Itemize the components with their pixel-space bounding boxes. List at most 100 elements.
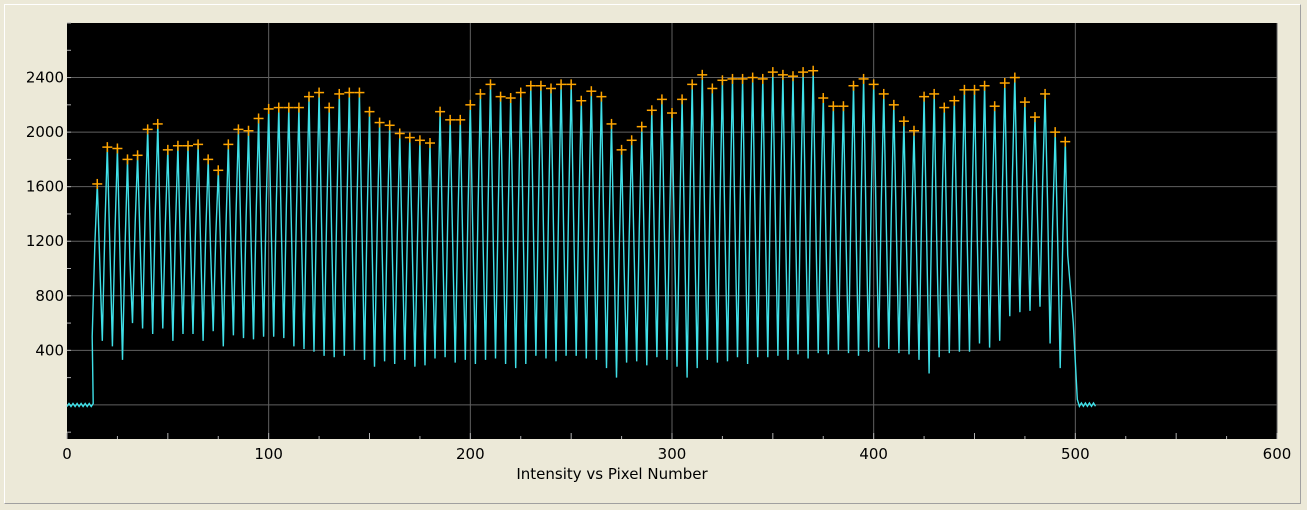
- peak-marker: [999, 78, 1010, 89]
- y-tick-label: 1600: [26, 178, 64, 196]
- tick-labels: 0 100 200 300 400 500 600 400 800 1200 1600 2000 240…: [26, 69, 1292, 463]
- peak-marker: [324, 102, 335, 113]
- chart-panel: 0 100 200 300 400 500 600 400 800 1200 1600 2000 240…: [4, 4, 1301, 504]
- peak-marker: [1030, 112, 1040, 123]
- peak-marker: [969, 84, 980, 95]
- peak-marker: [909, 125, 919, 136]
- peak-marker: [172, 140, 183, 151]
- peak-marker: [777, 69, 788, 80]
- peak-marker: [404, 132, 415, 143]
- peak-marker: [898, 116, 909, 127]
- peak-marker: [636, 121, 647, 132]
- peak-marker: [455, 114, 466, 125]
- peak-marker: [364, 106, 375, 117]
- peak-marker: [888, 99, 899, 110]
- peak-marker: [626, 135, 637, 146]
- x-tick-label: 500: [1061, 445, 1090, 463]
- peak-marker: [193, 139, 204, 150]
- peak-marker: [505, 93, 516, 104]
- peak-marker: [556, 79, 567, 90]
- peak-marker: [435, 106, 446, 117]
- peak-marker: [737, 73, 748, 84]
- peak-marker: [596, 91, 607, 102]
- x-tick-label: 100: [254, 445, 283, 463]
- peak-marker: [959, 84, 970, 95]
- peak-marker: [525, 80, 536, 91]
- peak-marker: [586, 86, 597, 97]
- minor-ticks: [66, 22, 1278, 439]
- peak-marker: [757, 73, 768, 84]
- peak-marker: [929, 88, 940, 99]
- peak-marker: [1009, 72, 1020, 83]
- peak-marker: [243, 125, 254, 136]
- peak-marker: [394, 128, 405, 139]
- series-layer: [66, 70, 1097, 409]
- peak-marker: [616, 144, 627, 155]
- peak-marker: [183, 140, 193, 151]
- peak-marker: [767, 67, 778, 78]
- x-tick-label: 200: [456, 445, 485, 463]
- peak-marker: [949, 95, 960, 106]
- peak-markers: [92, 65, 1071, 189]
- peak-marker: [677, 94, 688, 105]
- peak-marker: [465, 99, 476, 110]
- intensity-trace: [66, 70, 1097, 409]
- y-tick-label: 800: [35, 287, 64, 305]
- peak-marker: [334, 88, 345, 99]
- peak-marker: [1050, 127, 1061, 138]
- y-tick-label: 2400: [26, 69, 64, 87]
- y-tick-label: 2000: [26, 123, 64, 141]
- peak-marker: [273, 102, 284, 113]
- peak-marker: [989, 101, 1000, 112]
- peak-marker: [747, 72, 758, 83]
- peak-marker: [919, 91, 930, 102]
- peak-marker: [283, 102, 294, 113]
- peak-marker: [1040, 88, 1051, 99]
- peak-marker: [606, 118, 617, 129]
- y-tick-label: 1200: [26, 232, 64, 250]
- peak-marker: [979, 80, 990, 91]
- chart-svg: 0 100 200 300 400 500 600 400 800 1200 1600 2000 240…: [26, 22, 1292, 483]
- peak-marker: [546, 83, 556, 94]
- peak-marker: [667, 108, 677, 119]
- peak-marker: [102, 142, 113, 153]
- peak-marker: [445, 114, 456, 125]
- peak-marker: [707, 83, 718, 94]
- peak-marker: [414, 135, 425, 146]
- peak-marker: [687, 79, 698, 90]
- peak-marker: [233, 124, 244, 135]
- peak-marker: [384, 120, 395, 131]
- grid-layer: [67, 23, 1278, 439]
- peak-marker: [112, 143, 123, 154]
- peak-marker: [838, 101, 849, 112]
- peak-marker: [162, 144, 173, 155]
- peak-marker: [878, 88, 889, 99]
- peak-marker: [485, 79, 496, 90]
- y-tick-label: 400: [35, 341, 64, 359]
- peak-marker: [354, 87, 365, 98]
- peak-marker: [495, 91, 506, 102]
- peak-marker: [848, 80, 859, 91]
- peak-marker: [142, 124, 153, 135]
- peak-marker: [1019, 97, 1030, 108]
- peak-marker: [263, 103, 274, 114]
- peak-marker: [122, 154, 133, 165]
- peak-marker: [535, 80, 546, 91]
- peak-marker: [656, 94, 667, 105]
- peak-marker: [788, 71, 798, 82]
- peak-marker: [213, 165, 224, 176]
- peak-marker: [152, 118, 163, 129]
- peak-marker: [314, 87, 325, 98]
- peak-marker: [253, 113, 264, 124]
- x-tick-label: 300: [658, 445, 687, 463]
- peak-marker: [939, 102, 950, 113]
- x-tick-label: 600: [1263, 445, 1292, 463]
- x-tick-label: 0: [62, 445, 72, 463]
- peak-marker: [223, 139, 234, 150]
- peak-marker: [828, 101, 839, 112]
- peak-marker: [566, 79, 577, 90]
- peak-marker: [374, 117, 385, 128]
- peak-marker: [818, 93, 829, 104]
- peak-marker: [132, 150, 143, 161]
- peak-marker: [304, 91, 314, 102]
